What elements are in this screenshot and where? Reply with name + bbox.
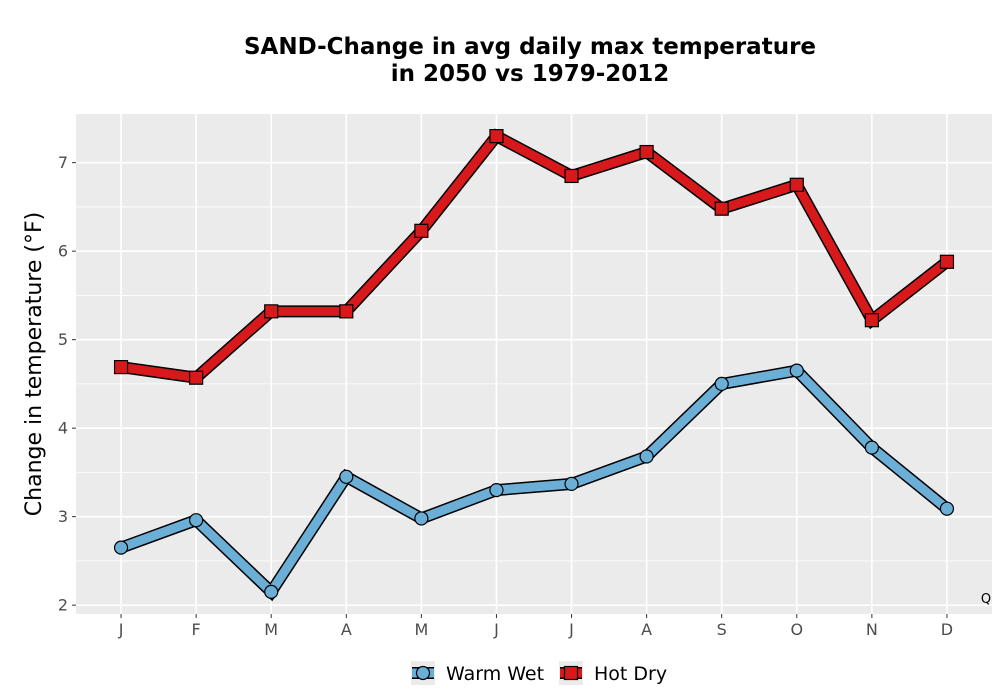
legend-marker [415, 665, 431, 681]
series-layer [113, 128, 955, 602]
data-point [639, 144, 654, 160]
data-point [939, 254, 955, 269]
data-point [414, 223, 429, 238]
y-axis-title: Change in temperature (°F) [22, 212, 47, 516]
series-line [119, 365, 950, 599]
x-tick-label: N [866, 620, 878, 639]
legend-item: Warm Wet [411, 661, 544, 685]
data-point [489, 129, 504, 144]
chart-title-line-2: in 2050 vs 1979-2012 [391, 61, 670, 87]
y-tick-label: 5 [58, 330, 68, 349]
data-point [113, 540, 129, 555]
axis-labels: 2 3 4 5 6 7 J F M A M J J A S O N D [58, 153, 953, 639]
x-tick-label: A [341, 620, 352, 639]
data-point [564, 168, 579, 184]
data-point [639, 449, 654, 464]
x-tick-label: M [414, 620, 428, 639]
data-point [714, 201, 729, 216]
data-point [189, 513, 204, 528]
data-point [789, 363, 804, 378]
legend-label: Hot Dry [594, 663, 667, 685]
x-tick-label: J [568, 620, 574, 639]
corner-note: Q [981, 592, 991, 607]
x-tick-label: D [941, 620, 953, 639]
legend-item: Hot Dry [559, 661, 667, 685]
x-tick-label: F [192, 620, 201, 639]
x-tick-label: M [264, 620, 278, 639]
chart-title-line-1: SAND-Change in avg daily max temperature [244, 34, 816, 60]
y-tick-label: 3 [58, 507, 68, 526]
data-point [489, 483, 504, 498]
data-point [714, 376, 729, 392]
y-tick-label: 2 [58, 596, 68, 615]
series-warm-wet [113, 363, 955, 602]
legend: Warm Wet Hot Dry [411, 661, 667, 685]
series-hot-dry [113, 128, 955, 385]
legend-marker [563, 665, 579, 681]
x-tick-label: A [641, 620, 652, 639]
data-point [339, 469, 354, 484]
y-tick-label: 7 [58, 153, 68, 172]
data-point [864, 313, 879, 328]
legend-label: Warm Wet [446, 663, 544, 685]
y-tick-label: 4 [58, 419, 68, 438]
plot-panel [76, 114, 992, 614]
x-tick-label: S [717, 620, 727, 639]
x-tick-label: J [493, 620, 499, 639]
data-point [564, 476, 579, 492]
data-point [339, 304, 354, 319]
data-point [189, 370, 204, 385]
data-point [414, 511, 429, 526]
series-line [120, 130, 950, 383]
data-point [864, 440, 879, 455]
data-point [264, 584, 279, 599]
x-tick-label: J [118, 620, 124, 639]
data-point [789, 177, 804, 192]
data-point [113, 359, 129, 375]
data-point [264, 304, 279, 319]
y-tick-label: 6 [58, 242, 68, 261]
data-point [939, 501, 955, 516]
x-tick-label: O [790, 620, 803, 639]
